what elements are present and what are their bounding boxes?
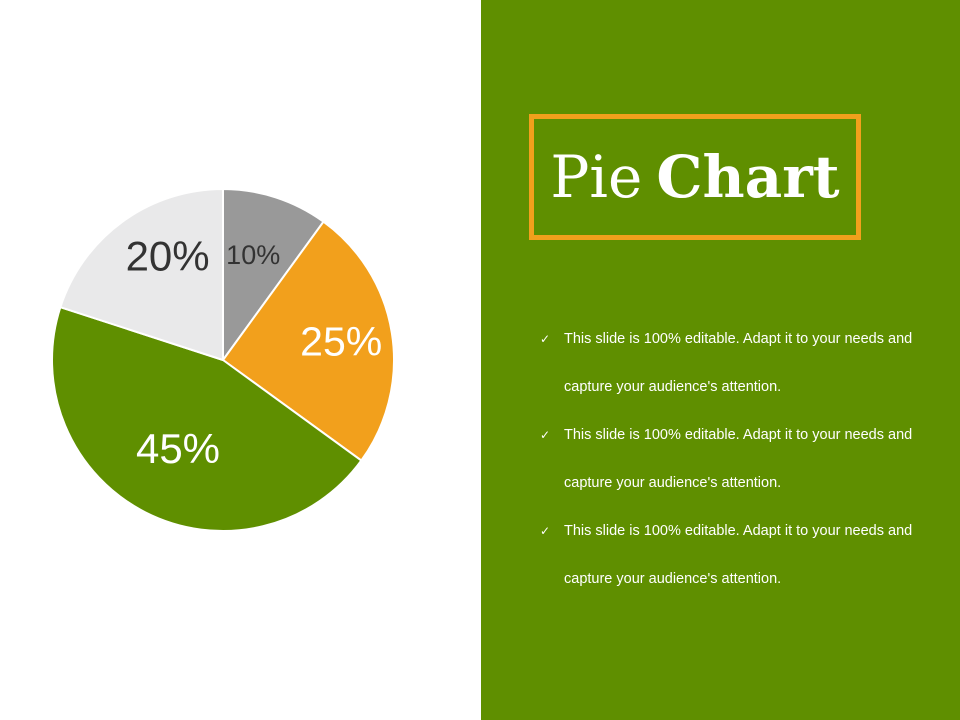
pie-label-10: 10% <box>226 240 280 270</box>
check-icon: ✓ <box>540 428 551 442</box>
chart-panel: 10% 25% 45% 20% <box>51 187 395 532</box>
page-title-part2: Chart <box>656 143 840 211</box>
pie-chart: 10% 25% 45% 20% <box>51 187 395 532</box>
bullet-text-3: This slide is 100% editable. Adapt it to… <box>564 523 913 587</box>
check-icon: ✓ <box>540 332 551 346</box>
pie-label-20: 20% <box>126 232 210 279</box>
pie-slice-20 <box>59 187 224 362</box>
bullet-item-1: ✓ This slide is 100% editable. Adapt it … <box>540 315 940 411</box>
pie-label-45: 45% <box>136 425 220 472</box>
bullet-text-2: This slide is 100% editable. Adapt it to… <box>564 427 913 491</box>
text-panel: Pie Chart ✓ This slide is 100% editable.… <box>481 0 960 720</box>
pie-slice-10 <box>222 187 325 364</box>
pie-label-25: 25% <box>300 318 382 364</box>
bullet-item-3: ✓ This slide is 100% editable. Adapt it … <box>540 507 940 603</box>
pie-slice-25 <box>221 220 395 462</box>
pie-slice-45 <box>51 305 363 532</box>
title-frame: Pie Chart <box>529 114 861 240</box>
page-title-part1: Pie <box>550 143 643 211</box>
bullet-item-2: ✓ This slide is 100% editable. Adapt it … <box>540 411 940 507</box>
check-icon: ✓ <box>540 524 551 538</box>
bullet-text-1: This slide is 100% editable. Adapt it to… <box>564 331 913 395</box>
